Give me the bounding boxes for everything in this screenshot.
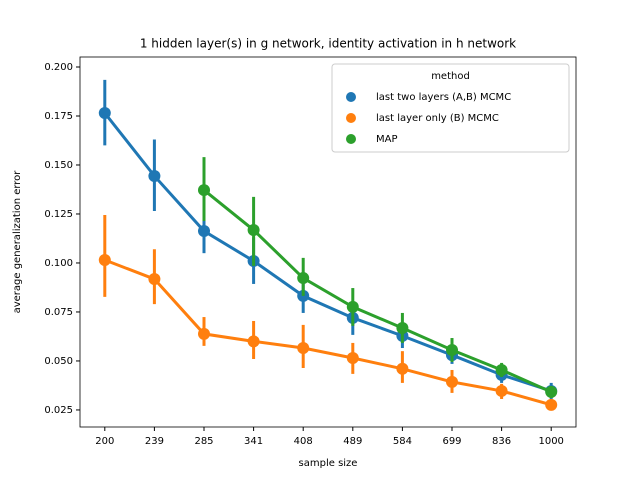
point [396, 322, 409, 335]
x-axis-label: sample size [299, 458, 358, 469]
series-line [103, 112, 552, 393]
y-tick-label: 0.200 [44, 62, 73, 73]
legend-marker [346, 92, 356, 102]
point [198, 225, 210, 238]
x-tick-label: 285 [194, 436, 213, 447]
x-tick-label: 1000 [538, 436, 563, 447]
y-tick-label: 0.075 [44, 307, 73, 318]
y-tick-label: 0.150 [44, 160, 73, 171]
point [247, 224, 260, 237]
x-tick-label: 408 [294, 436, 313, 447]
point [396, 362, 409, 375]
point [198, 184, 210, 197]
point [346, 352, 359, 365]
y-tick-label: 0.175 [44, 111, 73, 122]
point [148, 169, 161, 182]
point [98, 254, 111, 267]
point [495, 384, 508, 397]
series-line [203, 188, 552, 394]
point [545, 398, 558, 411]
y-tick-label: 0.025 [44, 405, 73, 416]
point [297, 272, 310, 285]
x-tick-label: 836 [492, 436, 511, 447]
y-tick-label: 0.100 [44, 258, 73, 269]
x-tick-label: 584 [393, 436, 412, 447]
point [346, 300, 359, 313]
axes-frame [79, 56, 577, 428]
x-tick-label: 489 [343, 436, 362, 447]
x-tick-label: 239 [145, 436, 164, 447]
x-tick-label: 341 [244, 436, 263, 447]
legend-title: method [431, 71, 470, 82]
point [198, 327, 210, 340]
point [297, 342, 310, 355]
x-tick-label: 699 [442, 436, 461, 447]
point [446, 375, 458, 388]
point [545, 385, 558, 398]
legend-marker [346, 113, 356, 123]
chart-title: 1 hidden layer(s) in g network, identity… [140, 37, 516, 51]
point [495, 363, 508, 376]
series-line [104, 258, 552, 407]
legend-marker [346, 134, 356, 144]
y-tick-label: 0.050 [44, 356, 73, 367]
y-tick-label: 0.125 [44, 209, 73, 220]
legend-label: last two layers (A,B) MCMC [376, 92, 511, 103]
point [247, 335, 260, 348]
point [148, 273, 161, 286]
point [98, 107, 111, 120]
legend-label: last layer only (B) MCMC [376, 113, 499, 124]
x-tick-label: 200 [95, 436, 114, 447]
legend-label: MAP [376, 134, 398, 145]
y-axis-label: average generalization error [12, 170, 23, 314]
legend-box [331, 63, 570, 153]
point [446, 343, 458, 356]
